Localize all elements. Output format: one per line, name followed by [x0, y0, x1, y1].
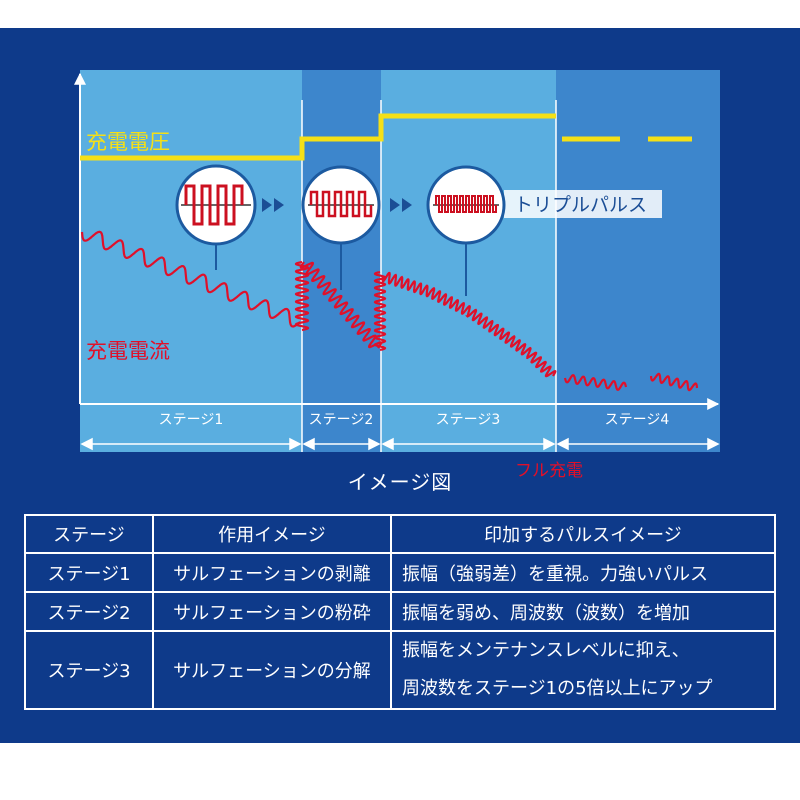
table-row: ステージ3 サルフェーションの分解 振幅をメンテナンスレベルに抑え、 周波数をス…	[24, 630, 776, 710]
stage3-band	[381, 70, 556, 452]
stage-label-1: ステージ1	[159, 412, 224, 428]
pulse-table: ステージ 作用イメージ 印加するパルスイメージ ステージ1 サルフェーションの剥…	[24, 514, 776, 710]
table-header-row: ステージ 作用イメージ 印加するパルスイメージ	[24, 514, 776, 554]
row-stage: ステージ1	[24, 552, 154, 593]
stage-label-3: ステージ3	[436, 412, 501, 428]
table-row: ステージ2 サルフェーションの粉砕 振幅を弱め、周波数（波数）を増加	[24, 591, 776, 632]
row-effect: サルフェーションの剥離	[152, 552, 392, 593]
triple-pulse-icon	[426, 165, 506, 245]
row-effect: サルフェーションの分解	[152, 630, 392, 710]
double-arrow-icon	[262, 198, 284, 212]
row-stage: ステージ3	[24, 630, 154, 710]
current-wave-stage1	[80, 230, 301, 328]
current-waves	[80, 230, 699, 392]
row-pulse-line: 振幅をメンテナンスレベルに抑え、	[402, 640, 690, 661]
sine-pulse-icon	[175, 164, 257, 246]
stage4-band	[556, 70, 720, 452]
current-wave-stage4	[649, 372, 699, 392]
stage-span-arrows	[80, 437, 720, 451]
row-stage: ステージ2	[24, 591, 154, 632]
table-row: ステージ1 サルフェーションの剥離 振幅（強弱差）を重視。力強いパルス	[24, 552, 776, 593]
pulse-label-bar	[504, 190, 662, 218]
stage1-band	[80, 70, 302, 452]
current-wave-stage3	[381, 271, 557, 378]
header-stage: ステージ	[24, 514, 154, 554]
current-label: 充電電流	[86, 339, 170, 363]
current-wave-stage4	[563, 374, 628, 391]
row-effect: サルフェーションの粉砕	[152, 591, 392, 632]
fast-pulse-icon	[301, 165, 381, 245]
voltage-label: 充電電圧	[86, 130, 170, 154]
full-charge-label: フル充電	[515, 461, 583, 481]
current-rise-stage3	[373, 270, 387, 352]
row-pulse-line: 周波数をステージ1の5倍以上にアップ	[402, 678, 713, 699]
header-effect: 作用イメージ	[152, 514, 392, 554]
voltage-line	[80, 113, 556, 161]
double-arrow-icon	[390, 198, 412, 212]
current-rise-stage2	[294, 260, 310, 332]
current-wave-stage2	[299, 261, 383, 349]
header-pulse: 印加するパルスイメージ	[390, 514, 776, 554]
pulse-label: トリプルパルス	[514, 194, 647, 216]
stage-label-2: ステージ2	[309, 412, 374, 428]
row-pulse: 振幅を弱め、周波数（波数）を増加	[390, 591, 776, 632]
row-pulse: 振幅（強弱差）を重視。力強いパルス	[390, 552, 776, 593]
row-pulse: 振幅をメンテナンスレベルに抑え、 周波数をステージ1の5倍以上にアップ	[390, 630, 776, 710]
stage-label-4: ステージ4	[605, 412, 670, 428]
diagram-title: イメージ図	[347, 470, 453, 494]
